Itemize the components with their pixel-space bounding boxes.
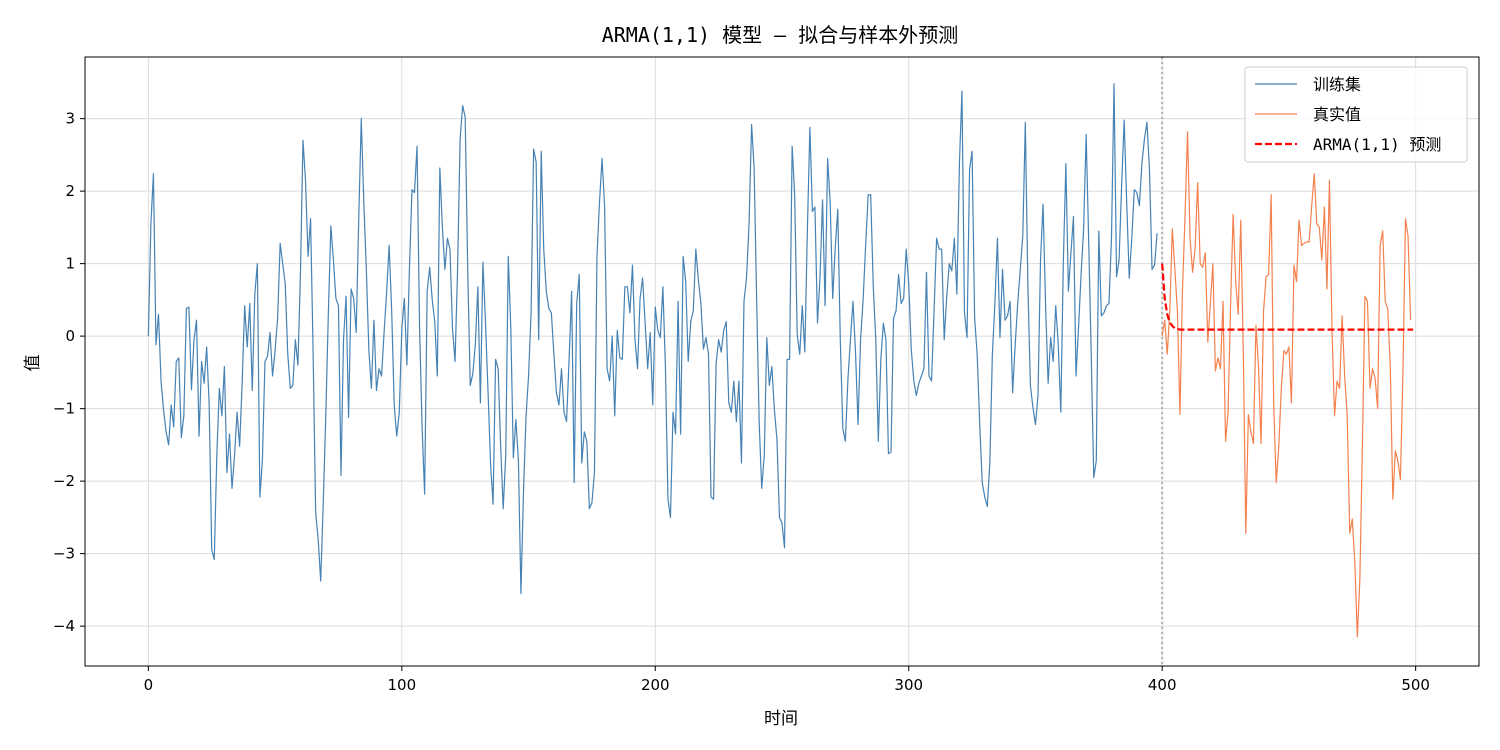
- y-tick-label: −1: [53, 400, 75, 418]
- y-tick-label: −3: [53, 545, 75, 563]
- train-series-line: [147, 83, 1158, 595]
- actual-series-line: [1161, 131, 1412, 638]
- legend-box: [1244, 66, 1468, 163]
- y-tick-label: 3: [65, 110, 75, 128]
- y-tick-label: 0: [65, 327, 75, 345]
- y-tick-label: −4: [53, 617, 75, 635]
- x-tick-label: 400: [1148, 676, 1177, 694]
- legend-label-train: 训练集: [1313, 75, 1361, 94]
- x-tick-label: 300: [894, 676, 923, 694]
- series-layer: [147, 83, 1414, 638]
- x-axis-label: 时间: [764, 709, 798, 729]
- legend-label-actual: 真实值: [1313, 105, 1361, 124]
- y-tick-label: 2: [65, 182, 75, 200]
- x-tick-label: 0: [144, 676, 154, 694]
- plot-frame: [84, 56, 1480, 667]
- legend-label-forecast: ARMA(1,1) 预测: [1313, 135, 1441, 154]
- x-tick-label: 200: [641, 676, 670, 694]
- chart-title: ARMA(1,1) 模型 — 拟合与样本外预测: [602, 23, 959, 47]
- x-tick-label: 100: [387, 676, 416, 694]
- y-tick-label: 1: [65, 255, 75, 273]
- forecast-series-line: [1161, 263, 1414, 331]
- legend: 训练集 真实值 ARMA(1,1) 预测: [1244, 66, 1468, 163]
- y-tick-label: −2: [53, 472, 75, 490]
- tick-layer: 0 100 200 300 400 500 −4 −3 −2 −1 0 1 2 3: [53, 110, 1430, 694]
- x-tick-label: 500: [1401, 676, 1430, 694]
- y-axis-label: 值: [23, 355, 43, 372]
